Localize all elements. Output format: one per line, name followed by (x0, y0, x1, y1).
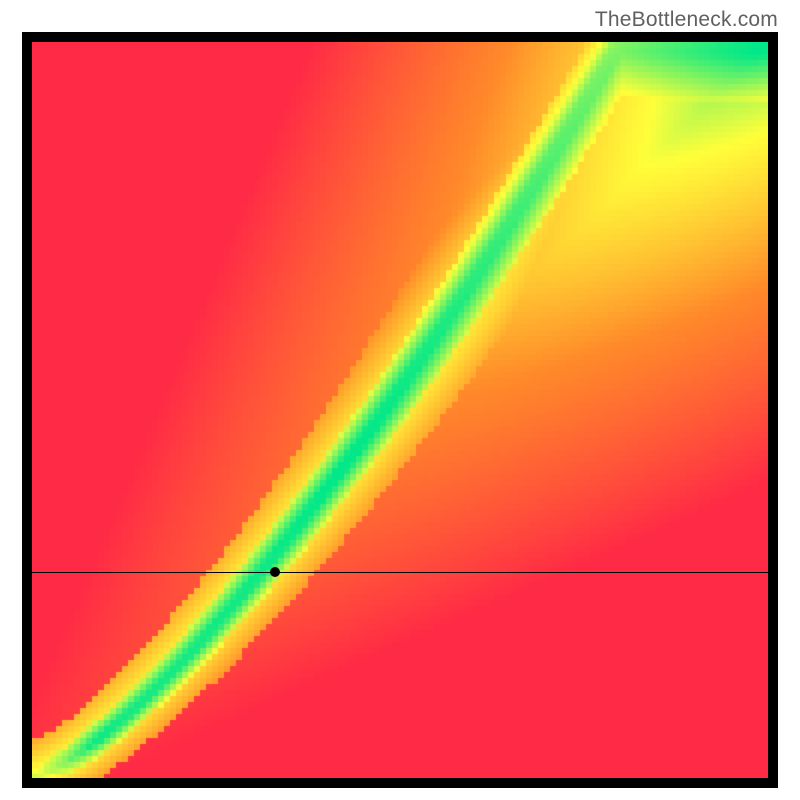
plot-inner (32, 42, 768, 778)
marker-point (270, 567, 280, 577)
plot-frame (22, 32, 778, 788)
heatmap-canvas (32, 42, 768, 778)
crosshair-horizontal (32, 572, 768, 573)
watermark-text: TheBottleneck.com (595, 8, 778, 32)
chart-container: TheBottleneck.com (0, 0, 800, 800)
